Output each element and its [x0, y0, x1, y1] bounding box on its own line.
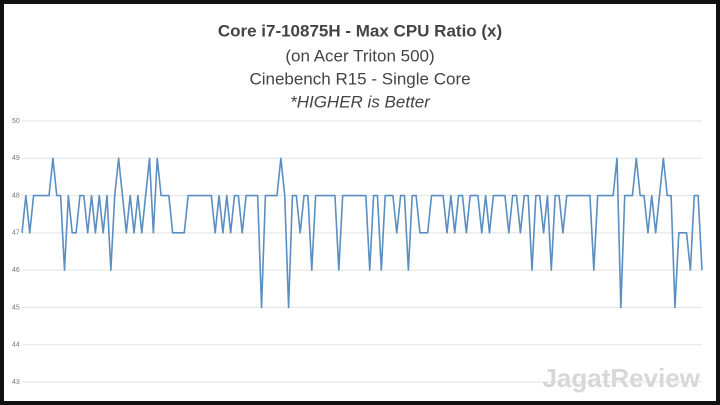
y-tick-label: 43 [12, 379, 20, 386]
y-tick-label: 44 [12, 342, 20, 349]
y-tick-label: 50 [12, 118, 20, 125]
chart-subtitle: *HIGHER is Better [290, 92, 431, 111]
y-tick-label: 47 [12, 230, 20, 237]
y-tick-label: 48 [12, 192, 20, 199]
chart-subtitle: (on Acer Triton 500) [285, 46, 434, 65]
chart-subtitle: Cinebench R15 - Single Core [249, 69, 470, 88]
watermark: JagatReview [542, 363, 700, 393]
chart-title: Core i7-10875H - Max CPU Ratio (x) [218, 21, 502, 40]
data-line [21, 157, 703, 309]
y-tick-label: 45 [12, 304, 20, 311]
y-tick-label: 49 [12, 155, 20, 162]
y-tick-label: 46 [12, 267, 20, 274]
